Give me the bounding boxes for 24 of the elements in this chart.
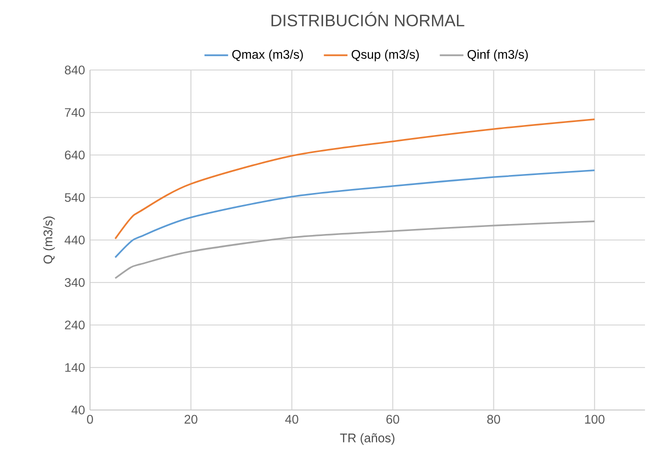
y-tick-label: 540 bbox=[64, 193, 85, 202]
legend-label: Qsup (m3/s) bbox=[352, 50, 419, 62]
y-tick-label: 640 bbox=[64, 150, 85, 160]
y-tick-label: 740 bbox=[64, 108, 85, 117]
y-tick-label: 140 bbox=[65, 363, 85, 372]
x-tick-label: 60 bbox=[386, 414, 400, 424]
x-axis-title: TR (años) bbox=[340, 433, 394, 445]
x-tick-label: 80 bbox=[487, 414, 500, 424]
y-axis-title: Q (m3/s) bbox=[43, 216, 55, 264]
x-tick-label: 100 bbox=[585, 414, 604, 424]
line-series bbox=[114, 169, 596, 258]
x-tick-label: 0 bbox=[87, 414, 93, 424]
legend-label: Qinf (m3/s) bbox=[468, 50, 528, 62]
y-tick-label: 440 bbox=[64, 236, 85, 244]
y-tick-label: 340 bbox=[64, 278, 85, 287]
y-tick-label: 840 bbox=[64, 66, 85, 74]
x-tick-label: 40 bbox=[285, 414, 298, 424]
y-tick-label: 40 bbox=[72, 406, 85, 414]
x-tick-label: 20 bbox=[184, 414, 198, 424]
y-tick-label: 240 bbox=[64, 320, 85, 330]
legend-label: Qmax (m3/s) bbox=[232, 50, 303, 62]
line-series bbox=[114, 118, 596, 240]
line-series bbox=[114, 220, 596, 280]
chart-title: DISTRIBUCIÓN NORMAL bbox=[272, 12, 464, 26]
